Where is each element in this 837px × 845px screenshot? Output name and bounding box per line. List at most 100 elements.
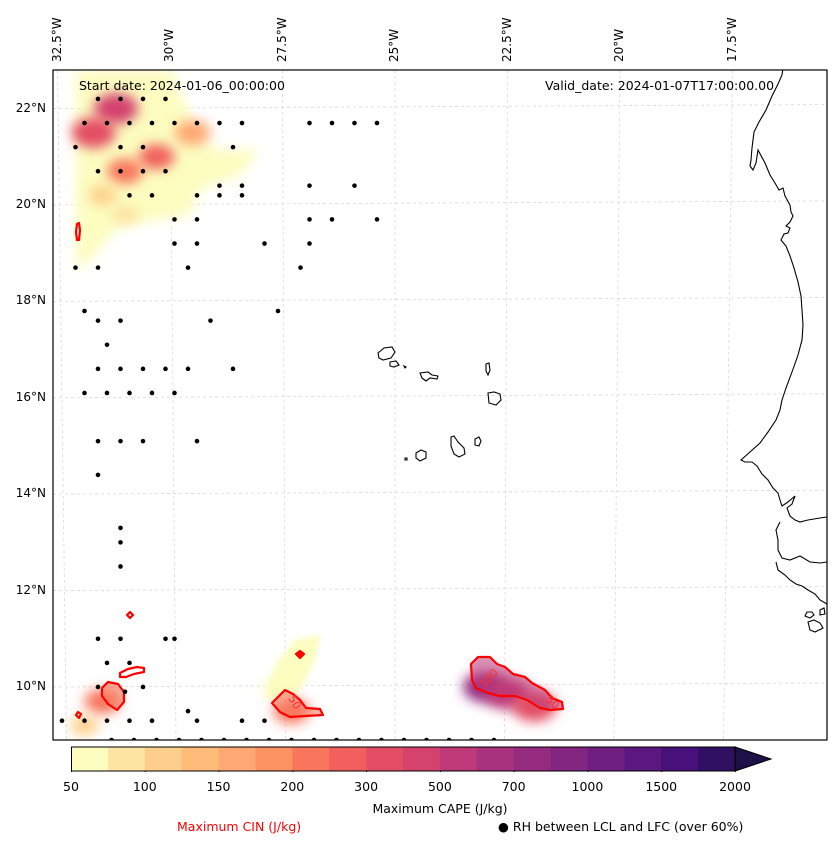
rh-marker	[185, 708, 191, 714]
rh-marker	[140, 168, 146, 174]
rh-marker	[208, 318, 213, 323]
rh-marker	[307, 183, 312, 188]
lat-tick-label: 14°N	[15, 486, 46, 501]
colorbar-segment	[698, 747, 736, 771]
rh-marker	[127, 120, 132, 126]
lon-gridline	[169, 70, 177, 740]
start-date-annotation: Start date: 2024-01-06_00:00:00	[79, 78, 285, 93]
cape-colorbar	[71, 746, 773, 772]
rh-marker	[82, 308, 87, 314]
colorbar-segment	[71, 747, 109, 771]
rh-marker	[307, 120, 312, 126]
colorbar-label: Maximum CAPE (J/kg)	[372, 801, 508, 816]
lon-gridline	[282, 70, 286, 740]
cin-contour-23w	[469, 655, 565, 712]
coastline-brava	[404, 457, 408, 461]
coastline-fogo	[415, 449, 427, 462]
lon-tick-label: 30°W	[162, 28, 176, 62]
colorbar-tick-label: 100	[132, 779, 157, 794]
cape-blob	[94, 93, 138, 124]
rh-legend-marker-icon: ●	[498, 819, 509, 834]
colorbar-segment	[661, 747, 699, 771]
rh-marker	[163, 96, 168, 102]
rh-marker	[307, 217, 312, 222]
rh-marker	[118, 438, 123, 444]
cin-contour-31w-b	[118, 665, 146, 679]
rh-marker	[127, 193, 132, 198]
colorbar-segment	[513, 747, 552, 771]
cin-contour-32w	[74, 710, 83, 720]
coastline-santiago	[450, 435, 466, 458]
colorbar-segment	[144, 747, 183, 771]
cin-contour-31w-c	[125, 610, 135, 620]
lat-tick-label: 18°N	[15, 293, 46, 308]
rh-marker	[194, 438, 200, 444]
rh-marker	[118, 144, 123, 150]
coastline-sao-vicente	[389, 360, 400, 368]
coastline-sao-nicolau	[419, 371, 439, 382]
rh-marker	[230, 366, 236, 372]
rh-marker	[118, 636, 123, 642]
rh-marker	[239, 193, 245, 198]
colorbar-segment	[329, 747, 367, 771]
rh-marker	[194, 718, 200, 724]
colorbar-tick-label: 700	[501, 779, 526, 794]
colorbar-segment	[403, 747, 441, 771]
rh-legend-label: RH between LCL and LFC (over 60%)	[512, 819, 744, 834]
rh-marker	[194, 241, 200, 246]
rh-marker	[329, 120, 335, 126]
rh-marker	[104, 390, 110, 396]
rh-marker	[118, 366, 123, 372]
rh-marker	[73, 265, 78, 270]
rh-marker	[185, 366, 191, 372]
lon-gridline	[613, 70, 621, 740]
colorbar-segment	[439, 747, 478, 771]
rh-marker	[172, 120, 177, 126]
rh-marker	[230, 144, 236, 150]
lat-tick-label: 16°N	[15, 389, 46, 404]
rh-marker	[163, 366, 168, 372]
rh-marker	[127, 390, 132, 396]
rh-marker	[172, 217, 177, 222]
rh-marker	[127, 718, 132, 724]
cape-blob	[174, 120, 211, 146]
rh-marker	[163, 168, 168, 174]
coastline-santo-antao	[377, 346, 396, 361]
rh-marker	[104, 342, 110, 348]
rh-marker	[307, 241, 312, 246]
rh-marker	[95, 636, 101, 642]
rh-marker	[118, 168, 123, 174]
lon-tick-label: 17.5°W	[724, 17, 739, 62]
lon-tick-label: 25°W	[387, 28, 401, 62]
cin-contour-north	[74, 221, 82, 242]
rh-marker	[59, 718, 65, 724]
rh-marker	[122, 689, 128, 695]
rh-marker	[149, 390, 155, 396]
rh-marker	[298, 265, 303, 270]
rh-marker	[118, 318, 123, 323]
colorbar-segment	[255, 747, 293, 771]
colorbar-frame	[71, 746, 736, 772]
rh-marker	[140, 438, 146, 444]
colorbar-tick-label: 2000	[719, 779, 751, 794]
rh-marker	[118, 540, 123, 545]
rh-marker	[95, 318, 101, 323]
rh-marker	[149, 718, 155, 724]
lat-tick-label: 10°N	[15, 678, 46, 693]
rh-marker	[194, 217, 200, 222]
map-frame	[52, 69, 828, 741]
rh-marker	[217, 183, 222, 188]
rh-marker	[95, 438, 101, 444]
rh-marker	[82, 718, 87, 724]
rh-marker	[140, 144, 146, 150]
cin-contour-27w-small	[294, 649, 306, 660]
cin-contour-27w	[270, 688, 325, 719]
rh-marker	[374, 120, 380, 126]
colorbar-tick-label: 1000	[571, 779, 604, 794]
valid-date-annotation: Valid_date: 2024-01-07T17:00:00.00	[545, 78, 775, 93]
rh-marker	[140, 684, 146, 690]
rh-marker	[185, 265, 191, 270]
cape-blob	[70, 715, 99, 736]
lon-gridline	[723, 70, 733, 740]
